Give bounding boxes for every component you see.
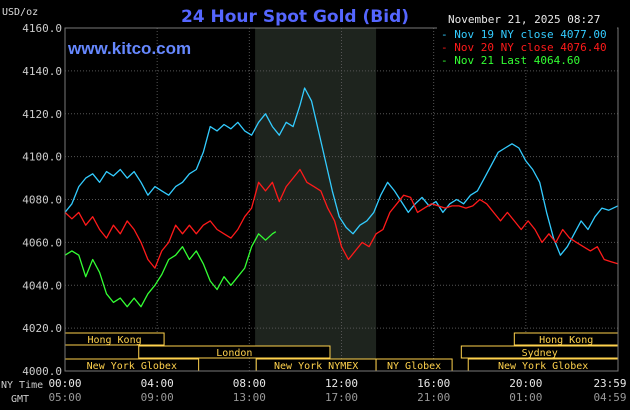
y-tick-label: 4040.0 <box>22 279 62 292</box>
session-label: Hong Kong <box>539 335 593 346</box>
session-label: Sydney <box>522 348 558 359</box>
series-line-nov-21 <box>64 231 277 308</box>
y-axis-label: USD/oz <box>2 7 38 18</box>
plot-frame <box>64 27 619 372</box>
y-tick-label: 4120.0 <box>22 108 62 121</box>
session-box <box>138 345 331 359</box>
y-tick-label: 4080.0 <box>22 194 62 207</box>
y-tick-label: 4140.0 <box>22 65 62 78</box>
x-tick-label-ny: 23:59 <box>593 377 626 390</box>
y-tick-label: 4060.0 <box>22 236 62 249</box>
x-axis-label-ny: NY Time <box>1 380 43 391</box>
x-tick-label-gmt: 01:00 <box>509 391 542 404</box>
x-tick-label-ny: 12:00 <box>325 377 358 390</box>
x-tick-label-gmt: 17:00 <box>325 391 358 404</box>
y-tick-label: 4020.0 <box>22 322 62 335</box>
x-tick-label-ny: 20:00 <box>509 377 542 390</box>
legend-entry: - Nov 19 NY close 4077.00 <box>441 28 607 41</box>
session-label: New York Globex <box>498 361 588 372</box>
x-tick-label-gmt: 13:00 <box>233 391 266 404</box>
x-tick-label-gmt: 05:00 <box>48 391 81 404</box>
x-axis-label-gmt: GMT <box>11 394 29 405</box>
legend-entry: - Nov 20 NY close 4076.40 <box>441 41 607 54</box>
legend-background <box>437 27 617 67</box>
series-line-nov-19 <box>64 87 619 256</box>
series-line-nov-20 <box>64 168 618 269</box>
session-label: London <box>216 348 252 359</box>
nymex-session-highlight <box>255 28 377 371</box>
chart-title: 24 Hour Spot Gold (Bid) <box>181 7 409 27</box>
timestamp: November 21, 2025 08:27 <box>448 13 600 26</box>
x-tick-label-ny: 16:00 <box>417 377 450 390</box>
x-tick-label-gmt: 21:00 <box>417 391 450 404</box>
site-watermark: www.kitco.com <box>67 39 191 58</box>
price-series <box>64 87 619 308</box>
x-tick-label-gmt: 09:00 <box>141 391 174 404</box>
x-tick-label-ny: 08:00 <box>233 377 266 390</box>
session-label: New York Globex <box>87 361 177 372</box>
x-tick-label-ny: 00:00 <box>48 377 81 390</box>
y-tick-label: 4100.0 <box>22 151 62 164</box>
session-label: NY Globex <box>387 361 441 372</box>
session-label: Hong Kong <box>87 335 141 346</box>
legend: - Nov 19 NY close 4077.00- Nov 20 NY clo… <box>437 27 617 67</box>
session-label: New York NYMEX <box>274 361 358 372</box>
y-axis-ticks: 4160.0 4140.0 4120.0 4100.0 4080.0 4060.0 4040… <box>22 22 62 378</box>
x-tick-label-ny: 04:00 <box>141 377 174 390</box>
y-tick-label: 4160.0 <box>22 22 62 35</box>
legend-entry: - Nov 21 Last 4064.60 <box>441 54 580 67</box>
y-tick-label: 4000.0 <box>22 365 62 378</box>
x-tick-label-gmt: 04:59 <box>593 391 626 404</box>
